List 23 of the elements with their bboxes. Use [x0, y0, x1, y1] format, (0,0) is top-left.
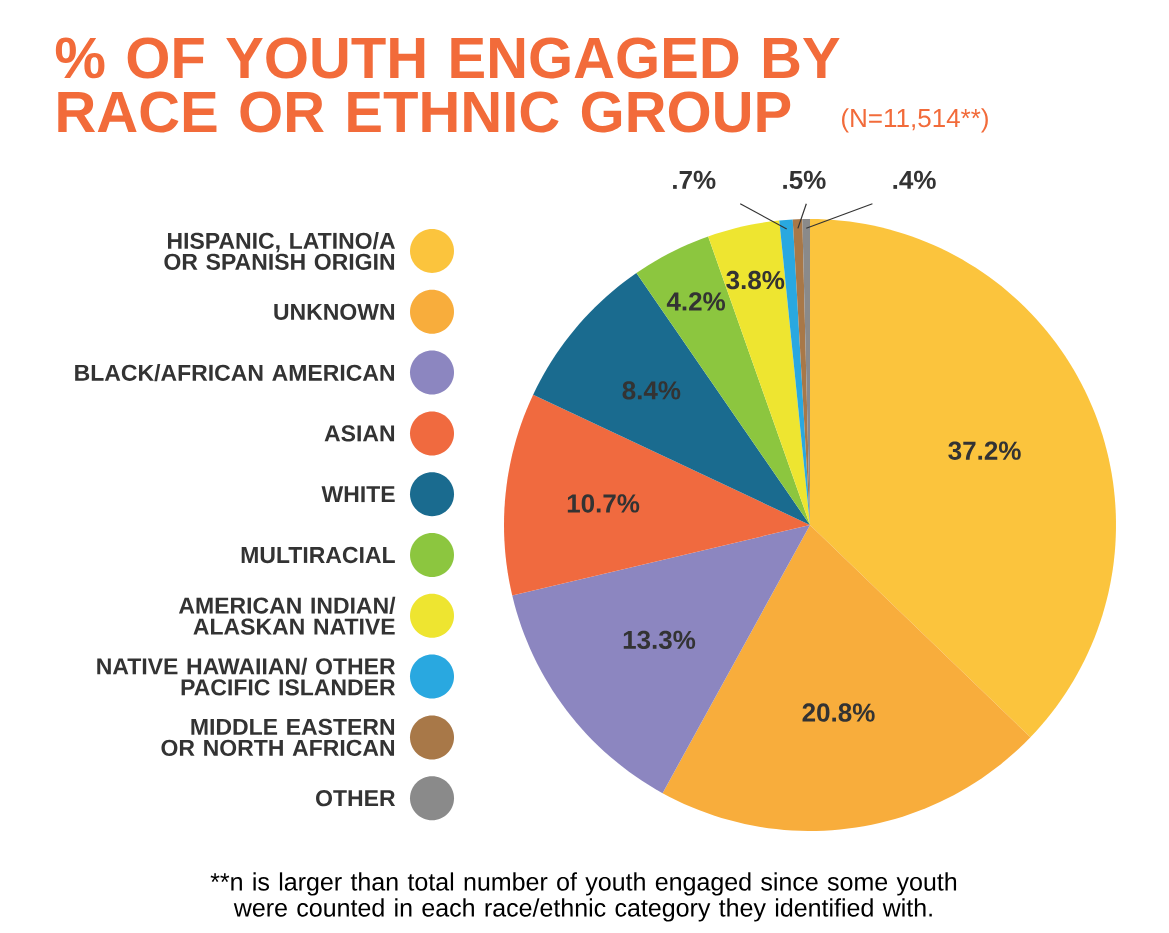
data-label: .5% [783, 170, 826, 190]
legend-label: BLACK/AFRICAN AMERICAN [75, 364, 395, 382]
text: **n is larger than total number of youth engaged since some youth were counted in each race/ethnic category they identified with. [210, 872, 957, 922]
data-label: 4.2% [666, 292, 726, 311]
legend-label: MULTIRACIAL [241, 546, 395, 564]
legend-label: WHITE [321, 486, 395, 503]
legend-label: AMERICAN INDIAN/ ALASKAN NATIVE [178, 596, 396, 635]
legend-label: UNKNOWN [274, 303, 395, 320]
data-label: 13.3% [623, 630, 696, 650]
chart-title: % OF YOUTH ENGAGED BY RACE OR ETHNIC GROUP [55, 37, 840, 133]
legend-label: NATIVE HAWAIIAN/ OTHER PACIFIC ISLANDER [97, 657, 396, 696]
data-label: 3.8% [726, 270, 785, 290]
data-label: 20.8% [802, 703, 875, 722]
legend-label: ASIAN [324, 425, 395, 442]
legend-label: HISPANIC, LATINO/A OR SPANISH ORIGIN [164, 232, 395, 270]
legend-label: OTHER [316, 790, 396, 807]
legend-label: MIDDLE EASTERN OR NORTH AFRICAN [161, 718, 395, 757]
data-label: 10.7% [567, 494, 640, 513]
data-label: .7% [673, 170, 716, 190]
chart-subtitle: (N=11,514**) [842, 108, 988, 133]
data-label: .4% [893, 170, 936, 190]
data-label: 37.2% [948, 441, 1021, 460]
data-label: 8.4% [622, 381, 681, 400]
